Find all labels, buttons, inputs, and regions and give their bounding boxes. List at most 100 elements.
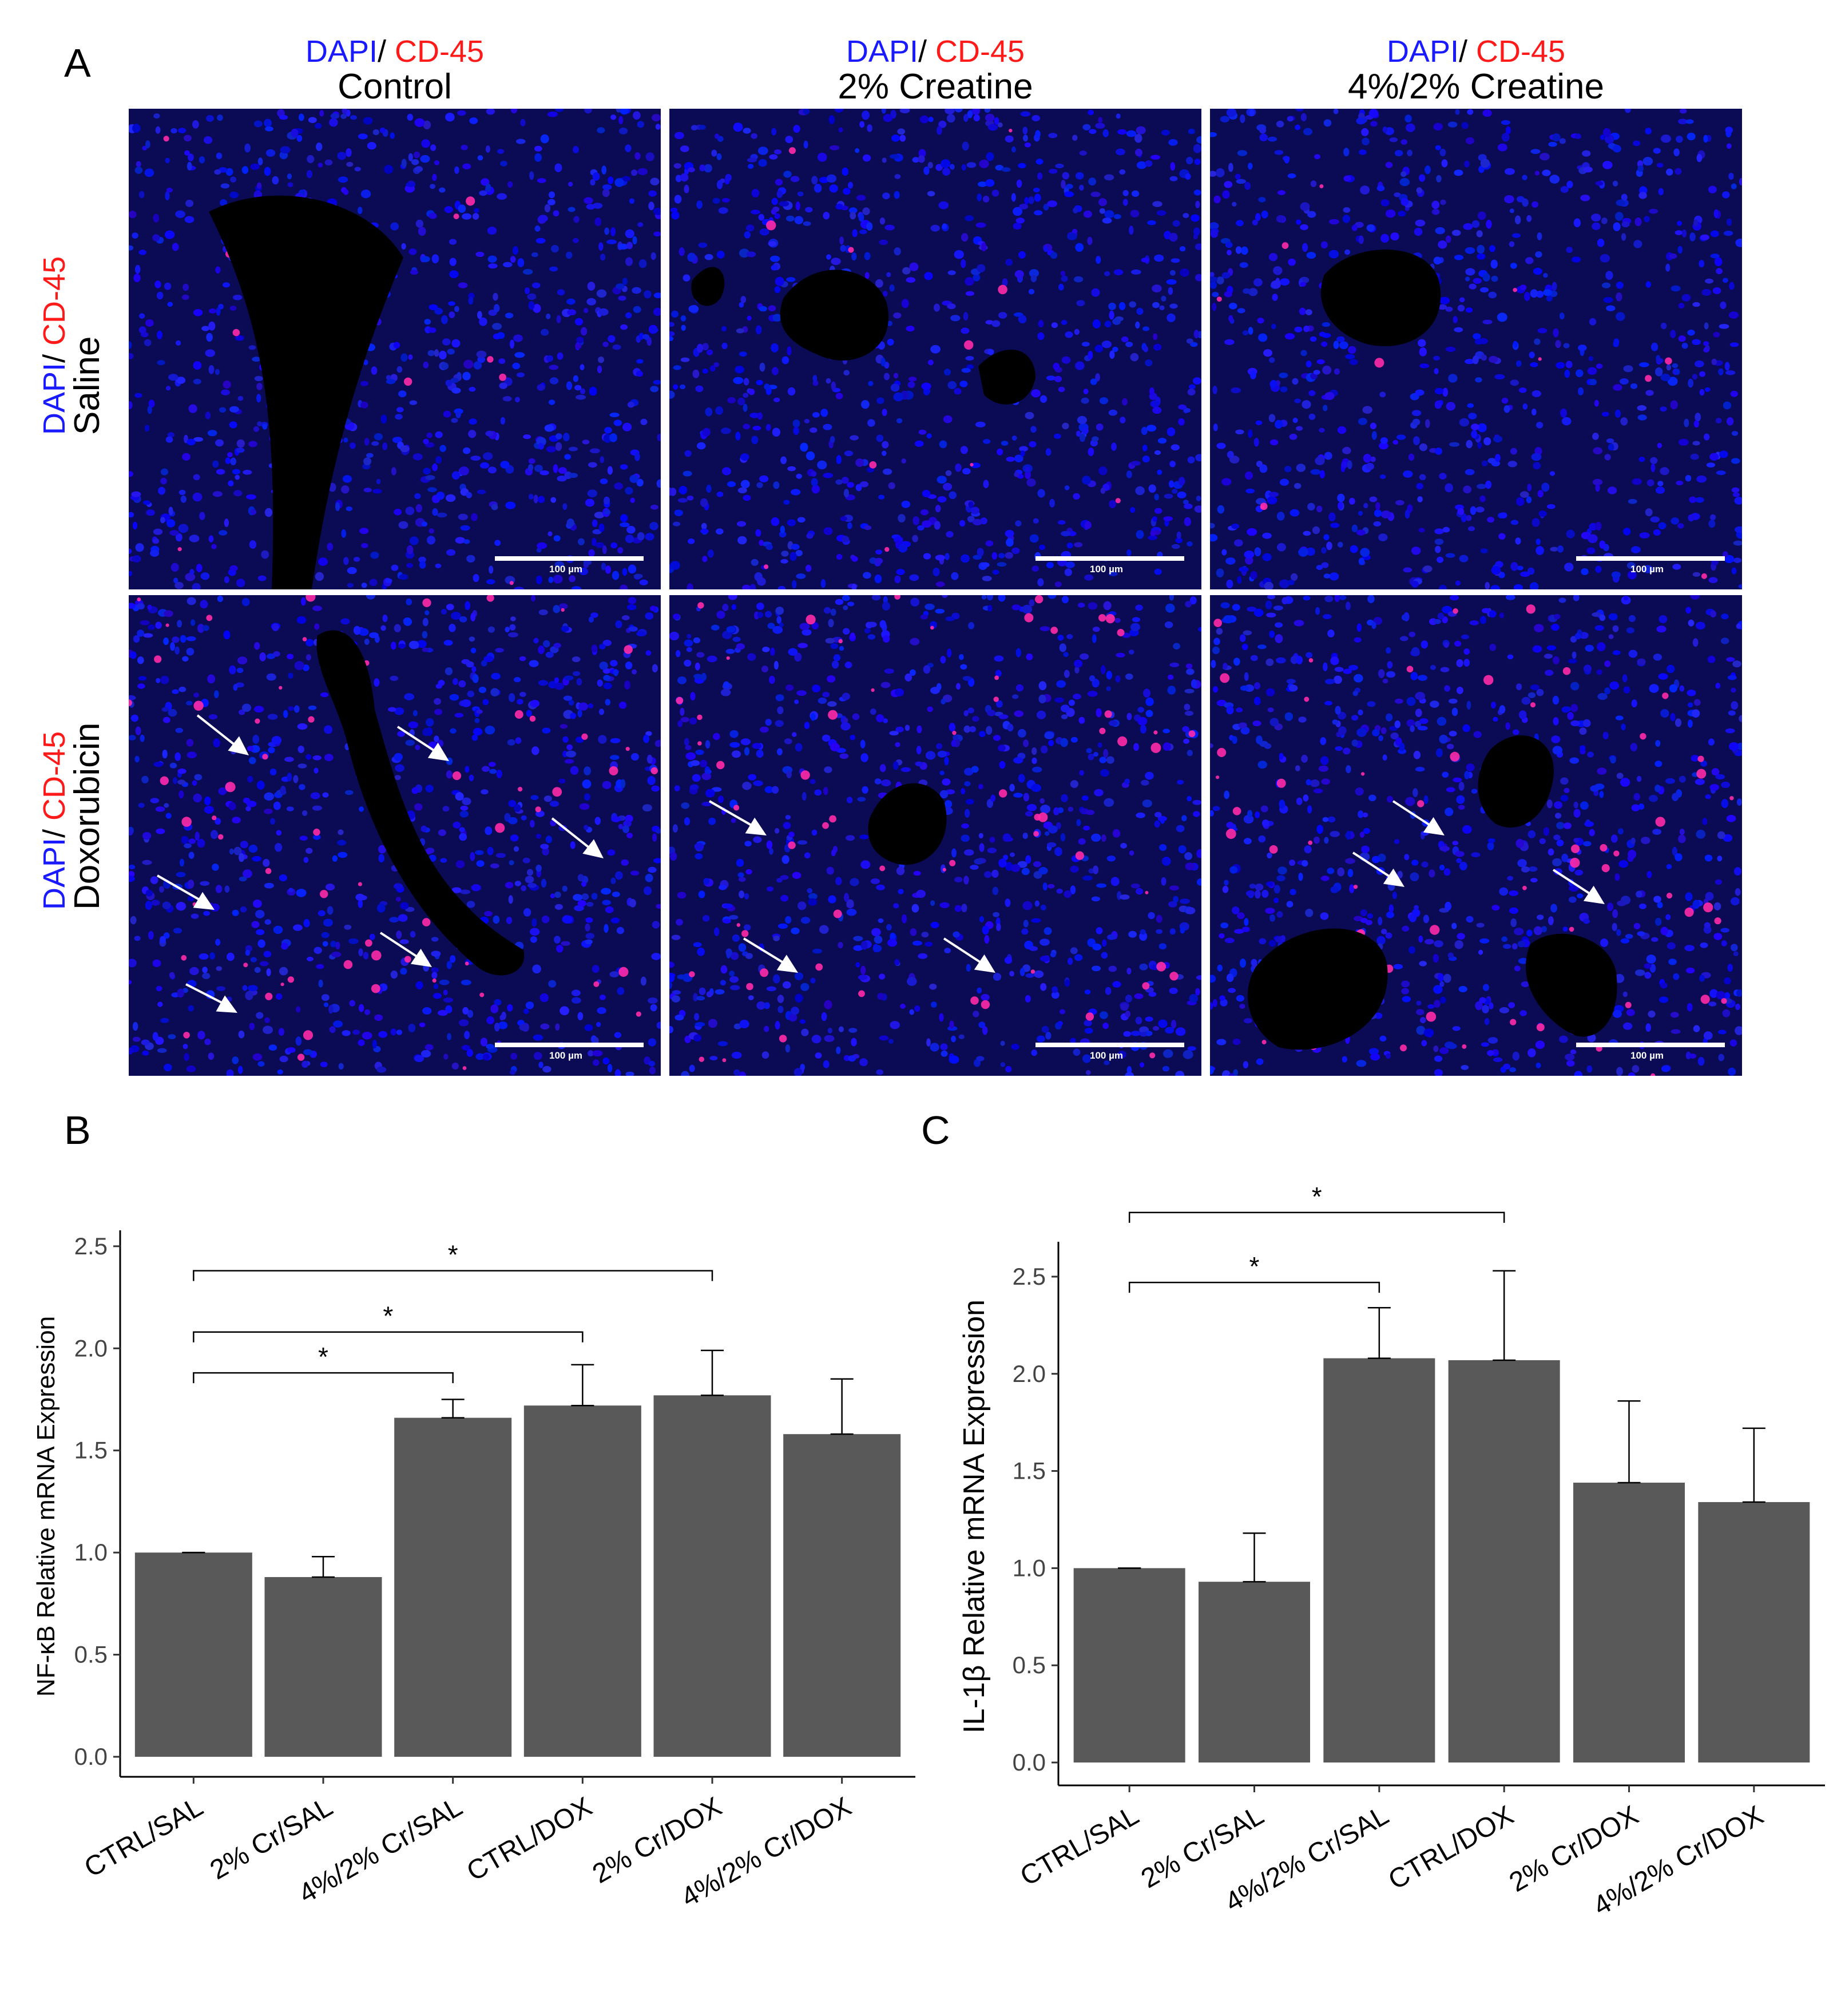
significance-bracket <box>1128 1281 1380 1293</box>
row-condition-label: Saline <box>68 336 107 435</box>
significance-star: * <box>1249 1251 1260 1281</box>
significance-star: * <box>318 1342 328 1372</box>
y-axis-label: IL-1β Relative mRNA Expression <box>958 1300 991 1733</box>
scale-bar <box>1576 556 1725 561</box>
il1b-bar-chart: 0.0 0.5 1.0 1.5 2.0 2.5 IL-1β Relative mRNA Ex… <box>958 1182 1825 1922</box>
y-tick-label: 2.5 <box>1013 1263 1046 1290</box>
micrograph-image <box>1210 109 1742 589</box>
arrow-head-icon <box>582 839 604 858</box>
column-stain-label: DAPI/ CD-45 <box>305 34 485 69</box>
x-tick-label: CTRL/SAL <box>80 1792 208 1884</box>
arrow-shaft <box>743 937 789 967</box>
y-tick-label: 1.0 <box>74 1539 108 1566</box>
micrograph-saline-2pct-creatine: 100 µm <box>669 109 1201 589</box>
arrow-shaft <box>379 932 423 961</box>
column-header-4-2pct-creatine: DAPI/ CD-45 4%/2% Creatine <box>1210 35 1742 105</box>
micrograph-image <box>1210 595 1742 1076</box>
row-label-saline: DAPI/ CD-45 Saline <box>37 256 107 435</box>
significance-star: * <box>383 1301 393 1331</box>
significance-bracket <box>193 1372 454 1384</box>
y-tick-label: 1.5 <box>74 1437 108 1464</box>
column-condition-label: Control <box>338 66 452 106</box>
micrograph-image <box>669 109 1201 589</box>
nuclei-layer <box>1210 109 1742 589</box>
scale-bar-label: 100 µm <box>1630 564 1664 575</box>
bar <box>653 1395 771 1757</box>
bar <box>1448 1360 1560 1762</box>
scale-bar-label: 100 µm <box>1090 564 1123 575</box>
bar <box>1698 1502 1810 1762</box>
x-tick-label: CTRL/SAL <box>1015 1800 1144 1892</box>
cd45-layer <box>676 595 1196 1063</box>
arrow-head-icon <box>1423 817 1445 835</box>
y-tick-label: 2.0 <box>74 1334 108 1361</box>
vessel-lumen <box>209 195 403 589</box>
arrow-head-icon <box>776 954 798 973</box>
scale-bar-label: 100 µm <box>549 1050 582 1061</box>
nfkb-bar-chart: 0.0 0.5 1.0 1.5 2.0 2.5 NF-κB Relative mRNA Ex… <box>32 1230 915 1913</box>
scale-bar <box>1035 556 1184 561</box>
micrograph-doxorubicin-2pct-creatine: 100 µm <box>669 595 1201 1076</box>
arrow-shaft <box>196 714 240 749</box>
y-tick-label: 2.0 <box>1013 1360 1046 1387</box>
x-tick-label: CTRL/DOX <box>1383 1800 1519 1896</box>
cd45-layer <box>129 595 658 1070</box>
significance-bracket <box>193 1270 713 1281</box>
cd45-layer <box>764 129 1121 569</box>
y-tick-label: 1.0 <box>1013 1554 1046 1581</box>
arrow-shaft <box>709 800 757 829</box>
row-label-doxorubicin: DAPI/ CD-45 Doxorubicin <box>37 722 107 910</box>
arrow-shaft <box>943 937 986 967</box>
arrow-shaft <box>396 726 440 755</box>
micrograph-saline-4-2pct-creatine: 100 µm <box>1210 109 1742 589</box>
micrograph-image <box>129 595 661 1076</box>
micrograph-doxorubicin-control: 100 µm <box>129 595 661 1076</box>
bar <box>1199 1582 1310 1762</box>
significance-star: * <box>1312 1182 1322 1211</box>
arrow-head-icon <box>193 892 215 910</box>
micrograph-saline-control: 100 µm <box>129 109 661 589</box>
y-tick-label: 0.0 <box>1013 1749 1046 1776</box>
bar <box>523 1405 641 1757</box>
bar <box>1323 1358 1435 1762</box>
column-header-2pct-creatine: DAPI/ CD-45 2% Creatine <box>669 35 1201 105</box>
y-tick-label: 0.5 <box>1013 1651 1046 1678</box>
arrow-head-icon <box>427 742 449 761</box>
scale-bar <box>1035 1043 1184 1047</box>
vessel-lumen <box>691 267 1035 405</box>
y-tick-label: 0.5 <box>74 1641 108 1668</box>
arrow-shaft <box>551 817 594 852</box>
panel-a-letter: A <box>64 41 91 85</box>
arrow-head-icon <box>1383 868 1404 887</box>
arrow-shaft <box>1392 800 1435 829</box>
arrow-head-icon <box>228 736 249 755</box>
bar <box>394 1417 512 1757</box>
y-tick-label: 0.0 <box>74 1743 108 1770</box>
arrow-head-icon <box>410 948 432 967</box>
vessel-lumen <box>868 783 947 865</box>
significance-bracket <box>193 1331 584 1342</box>
vessel-lumen <box>316 630 525 976</box>
y-axis-label: NF-κB Relative mRNA Expression <box>32 1316 60 1697</box>
vessel-lumen <box>1247 735 1617 1050</box>
row-stain-label: DAPI/ CD-45 <box>37 256 72 435</box>
micrograph-doxorubicin-4-2pct-creatine: 100 µm <box>1210 595 1742 1076</box>
bar <box>134 1552 252 1757</box>
arrow-shaft <box>1552 869 1596 898</box>
scale-bar <box>495 556 644 561</box>
arrow-shaft <box>185 983 228 1007</box>
micrograph-image <box>669 595 1201 1076</box>
y-tick-label: 2.5 <box>74 1233 108 1259</box>
bar <box>1573 1482 1685 1762</box>
arrow-head-icon <box>974 954 995 973</box>
panel-b-letter: B <box>64 1108 91 1152</box>
scale-bar-label: 100 µm <box>1090 1050 1123 1061</box>
column-stain-label: DAPI/ CD-45 <box>846 34 1025 69</box>
scale-bar <box>495 1043 644 1047</box>
bar <box>783 1434 901 1757</box>
arrow-head-icon <box>745 817 767 835</box>
column-condition-label: 2% Creatine <box>838 66 1033 106</box>
vessel-lumen <box>1320 249 1441 347</box>
row-condition-label: Doxorubicin <box>68 722 107 910</box>
x-tick-label: CTRL/DOX <box>462 1792 597 1887</box>
